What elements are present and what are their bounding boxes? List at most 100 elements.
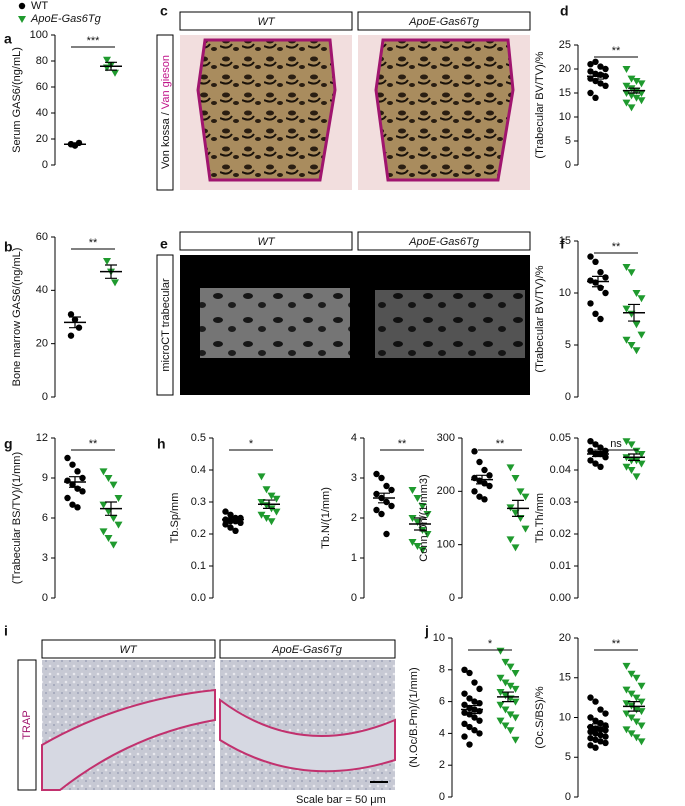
data-point	[627, 690, 636, 698]
data-point	[104, 475, 113, 482]
data-point	[622, 726, 631, 734]
data-point	[602, 733, 609, 740]
error-bar	[592, 723, 604, 731]
panel-letter: b	[4, 239, 13, 255]
y-tick-label: 2	[351, 512, 357, 524]
data-point	[511, 685, 520, 693]
y-tick-label: 12	[36, 432, 48, 444]
error-bar	[69, 476, 81, 488]
data-point	[587, 60, 594, 68]
significance-label: **	[612, 638, 621, 650]
header: ApoE-Gas6Tg	[271, 644, 343, 656]
data-point	[587, 75, 594, 82]
data-point	[64, 454, 71, 462]
bone-section	[196, 38, 337, 182]
significance-label: **	[89, 438, 98, 450]
data-point	[471, 727, 478, 734]
data-point	[592, 441, 599, 448]
data-point	[99, 468, 108, 476]
y-tick-label: 20	[36, 338, 48, 350]
data-point	[597, 463, 604, 470]
data-point	[383, 530, 390, 538]
stain-label: Von kossa /	[160, 111, 172, 169]
error-bar	[105, 501, 117, 516]
data-point	[69, 481, 76, 488]
data-point	[109, 541, 118, 549]
error-bar	[502, 691, 514, 703]
data-point	[272, 508, 281, 516]
data-point	[388, 502, 395, 510]
data-point	[516, 488, 525, 496]
error-bar	[512, 499, 524, 517]
header: WT	[119, 644, 137, 656]
data-point	[104, 535, 113, 542]
data-point	[637, 738, 646, 746]
data-point	[506, 682, 515, 690]
data-point	[257, 511, 266, 519]
data-point	[637, 331, 646, 339]
data-point	[506, 711, 515, 719]
data-point	[587, 89, 594, 97]
header: WT	[257, 236, 275, 248]
data-point	[222, 508, 229, 515]
panel-letter: g	[4, 436, 13, 452]
panel-letter: j	[424, 623, 429, 639]
y-tick-label: 15	[559, 672, 571, 684]
y-tick-label: 8	[439, 664, 445, 676]
data-point	[637, 682, 646, 690]
data-point	[506, 727, 515, 735]
data-point	[103, 258, 111, 265]
y-tick-label: 0	[42, 592, 48, 604]
y-tick-label: 3	[42, 552, 48, 564]
data-point	[592, 744, 599, 751]
header: ApoE-Gas6Tg	[408, 16, 480, 28]
y-tick-label: 10	[559, 111, 571, 123]
data-point	[597, 726, 604, 733]
y-tick-label: 0.03	[550, 496, 571, 508]
data-point	[501, 706, 510, 714]
y-tick-label: 4	[439, 727, 445, 739]
y-tick-label: 20	[36, 133, 48, 145]
data-point	[262, 515, 271, 522]
header: WT	[257, 16, 275, 28]
error-bar	[628, 701, 640, 712]
significance-label: ns	[610, 438, 622, 450]
error-bar	[592, 275, 604, 288]
data-point	[408, 539, 417, 546]
data-point	[627, 269, 636, 277]
data-point	[373, 490, 380, 498]
data-point	[592, 717, 599, 724]
trabecular-volume	[375, 290, 525, 358]
panel-letter: c	[160, 3, 168, 19]
data-point	[99, 528, 108, 536]
data-point	[637, 295, 646, 303]
y-tick-label: 300	[437, 432, 455, 444]
y-tick-label: 40	[36, 284, 48, 296]
y-tick-label: 0.3	[191, 496, 206, 508]
legend-label: WT	[31, 0, 48, 12]
data-point	[632, 694, 641, 702]
data-point	[587, 714, 594, 721]
data-point	[461, 690, 468, 697]
data-point	[383, 498, 390, 506]
header: ApoE-Gas6Tg	[408, 236, 480, 248]
error-bar	[592, 450, 604, 458]
data-point	[227, 511, 234, 518]
y-tick-label: 0.0	[191, 592, 206, 604]
data-point	[622, 438, 631, 446]
header-box	[41, 639, 216, 659]
side-label: microCT trabecular	[160, 278, 172, 372]
data-point	[114, 521, 123, 529]
y-tick-label: 10	[559, 711, 571, 723]
y-tick-label: 0.5	[191, 432, 206, 444]
header-box	[357, 231, 531, 251]
data-point	[476, 493, 483, 500]
data-point	[592, 310, 599, 317]
data-point	[627, 92, 636, 100]
data-point	[114, 495, 123, 502]
data-point	[521, 525, 530, 533]
data-point	[632, 473, 641, 481]
data-point	[597, 444, 604, 451]
y-tick-label: 0	[565, 391, 571, 403]
data-point	[511, 544, 520, 552]
